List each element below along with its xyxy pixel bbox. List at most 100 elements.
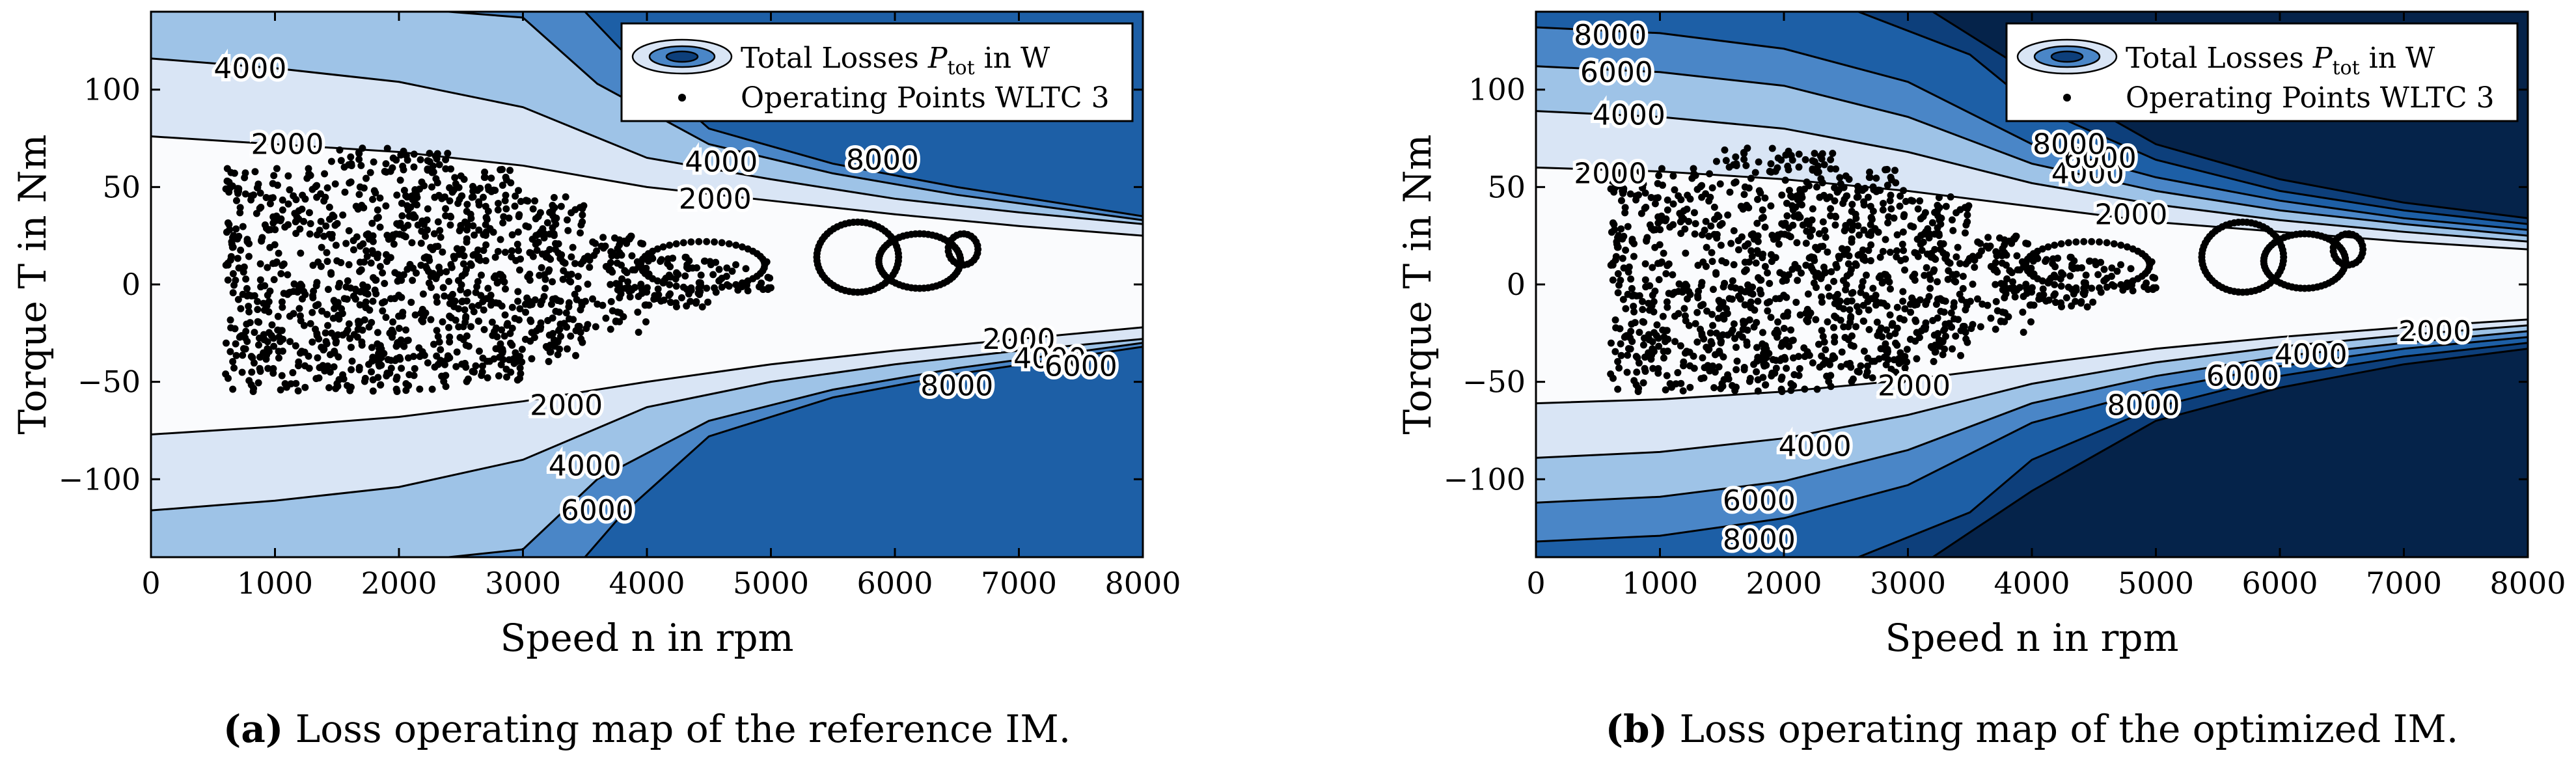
- panel-b-operating-point: [2057, 275, 2064, 282]
- panel-a-legend-contour-icon: [631, 38, 733, 75]
- panel-a-operating-point: [436, 268, 444, 276]
- panel-a-operating-point: [465, 342, 473, 350]
- panel-b-x-tick-label: 1000: [1622, 566, 1698, 601]
- panel-b-operating-point: [1711, 368, 1719, 376]
- panel-b-contour-label-4000-1: 4000: [2051, 157, 2124, 190]
- panel-a-operating-point: [672, 282, 680, 290]
- panel-a-operating-point: [260, 336, 268, 344]
- panel-b-operating-point: [1752, 259, 1760, 267]
- panel-a-operating-point: [430, 230, 438, 238]
- panel-a-operating-point: [475, 348, 483, 355]
- panel-a-operating-point: [280, 260, 288, 268]
- panel-a-operating-point: [732, 261, 740, 269]
- panel-a-operating-point: [279, 196, 286, 204]
- panel-b-operating-point: [1795, 150, 1803, 158]
- panel-a-operating-point: [722, 273, 730, 281]
- panel-a-operating-point: [734, 286, 742, 294]
- panel-a-operating-point: [399, 162, 407, 170]
- panel-b-operating-point: [1743, 202, 1751, 210]
- panel-b-operating-point: [1731, 385, 1739, 392]
- panel-a-operating-point: [566, 315, 573, 323]
- panel-b-operating-point: [1964, 211, 1971, 219]
- panel-b-operating-point: [1854, 222, 1862, 230]
- panel-b-operating-point: [2113, 268, 2121, 275]
- panel-b-operating-point: [1655, 172, 1663, 180]
- panel-a-operating-point: [237, 246, 245, 254]
- panel-b-operating-point: [1628, 284, 1636, 292]
- panel-b-operating-point: [1626, 169, 1634, 177]
- panel-a-operating-point: [628, 252, 636, 260]
- panel-a-operating-point: [515, 187, 523, 195]
- panel-b-contour-line-bottom-2000: [1536, 318, 2528, 405]
- panel-b-operating-point: [1759, 206, 1766, 214]
- panel-b-operating-point: [1945, 267, 1953, 275]
- panel-a-operating-point: [355, 191, 363, 199]
- panel-a-operating-point: [725, 282, 733, 290]
- panel-a-operating-point: [634, 309, 642, 316]
- panel-b-operating-point: [2080, 238, 2088, 245]
- panel-b-operating-point: [1809, 157, 1816, 165]
- panel-b-operating-point: [1761, 345, 1768, 353]
- panel-b-operating-point: [1807, 232, 1815, 240]
- panel-b-operating-point: [1867, 213, 1875, 221]
- panel-b-operating-point: [2080, 284, 2088, 292]
- panel-a-operating-point: [458, 272, 466, 280]
- panel-a-operating-point: [484, 374, 491, 381]
- panel-b-operating-point: [1680, 215, 1688, 223]
- panel-b-operating-point: [1726, 188, 1734, 196]
- panel-a-operating-point: [364, 283, 372, 291]
- panel-a-operating-point: [508, 231, 516, 239]
- panel-a-operating-point: [553, 214, 560, 222]
- panel-a-operating-point: [326, 368, 334, 376]
- panel-b-operating-point: [1707, 338, 1715, 346]
- panel-b-operating-point: [1639, 180, 1647, 188]
- panel-b-operating-point: [1949, 345, 1956, 353]
- panel-a-operating-point: [372, 276, 379, 284]
- panel-a-operating-point: [692, 299, 700, 307]
- panel-a-operating-point: [325, 203, 333, 211]
- panel-b-operating-point: [1865, 193, 1872, 201]
- panel-a-operating-point: [497, 236, 504, 243]
- panel-a-operating-point: [333, 257, 341, 265]
- panel-b-operating-point: [1797, 269, 1805, 277]
- panel-a-contour-label-4000-1: 4000: [685, 145, 758, 178]
- panel-a-y-tick-label: −100: [59, 461, 141, 497]
- panel-a-operating-point: [409, 196, 417, 204]
- panel-b-operating-point: [1860, 198, 1868, 206]
- panel-b-operating-point: [1844, 260, 1852, 268]
- panel-a-operating-point: [602, 314, 610, 322]
- panel-b-operating-point: [1789, 206, 1797, 214]
- panel-b-operating-point: [1969, 321, 1977, 329]
- panel-a-operating-point: [695, 284, 703, 292]
- panel-a-operating-point: [232, 197, 240, 204]
- panel-b-operating-point: [1860, 253, 1868, 261]
- panel-a-operating-point: [579, 211, 586, 219]
- panel-a-operating-point: [441, 193, 448, 201]
- panel-b-operating-point: [1994, 249, 2001, 257]
- panel-b-y-tick-label: 100: [1468, 72, 1526, 107]
- panel-a-operating-point: [318, 307, 326, 315]
- panel-b-operating-point: [1779, 340, 1787, 348]
- panel-b-operating-point: [2068, 302, 2076, 310]
- panel-a-operating-point: [431, 363, 439, 371]
- panel-b-contour-line-bottom-8000: [1536, 336, 2528, 543]
- panel-a-operating-point: [974, 249, 981, 257]
- panel-b-operating-point: [1872, 174, 1880, 182]
- panel-a-operating-point: [256, 260, 264, 268]
- panel-a-operating-point: [295, 305, 303, 312]
- panel-a-operating-point: [366, 169, 374, 176]
- panel-a-operating-point: [298, 295, 306, 303]
- panel-b-operating-point: [1862, 271, 1870, 279]
- panel-b-ticks: 0 1000 2000 3000 4000 5000 6000 7000 8000−100−50…: [1444, 12, 2566, 601]
- panel-b-operating-point: [1939, 351, 1947, 359]
- panel-a-operating-point: [376, 223, 384, 231]
- panel-b-operating-point: [1987, 314, 1995, 322]
- panel-b-operating-point: [1724, 211, 1732, 219]
- panel-a-contour-line-bottom-8000: [523, 346, 1143, 557]
- panel-b-operating-point: [1781, 176, 1789, 184]
- panel-b-operating-point: [1811, 150, 1818, 158]
- panel-b-contour-line-top-10000: [1536, 12, 2528, 225]
- panel-b-operating-point: [1609, 259, 1617, 267]
- panel-b-operating-point: [1887, 365, 1895, 373]
- panel-a-operating-point: [433, 293, 441, 301]
